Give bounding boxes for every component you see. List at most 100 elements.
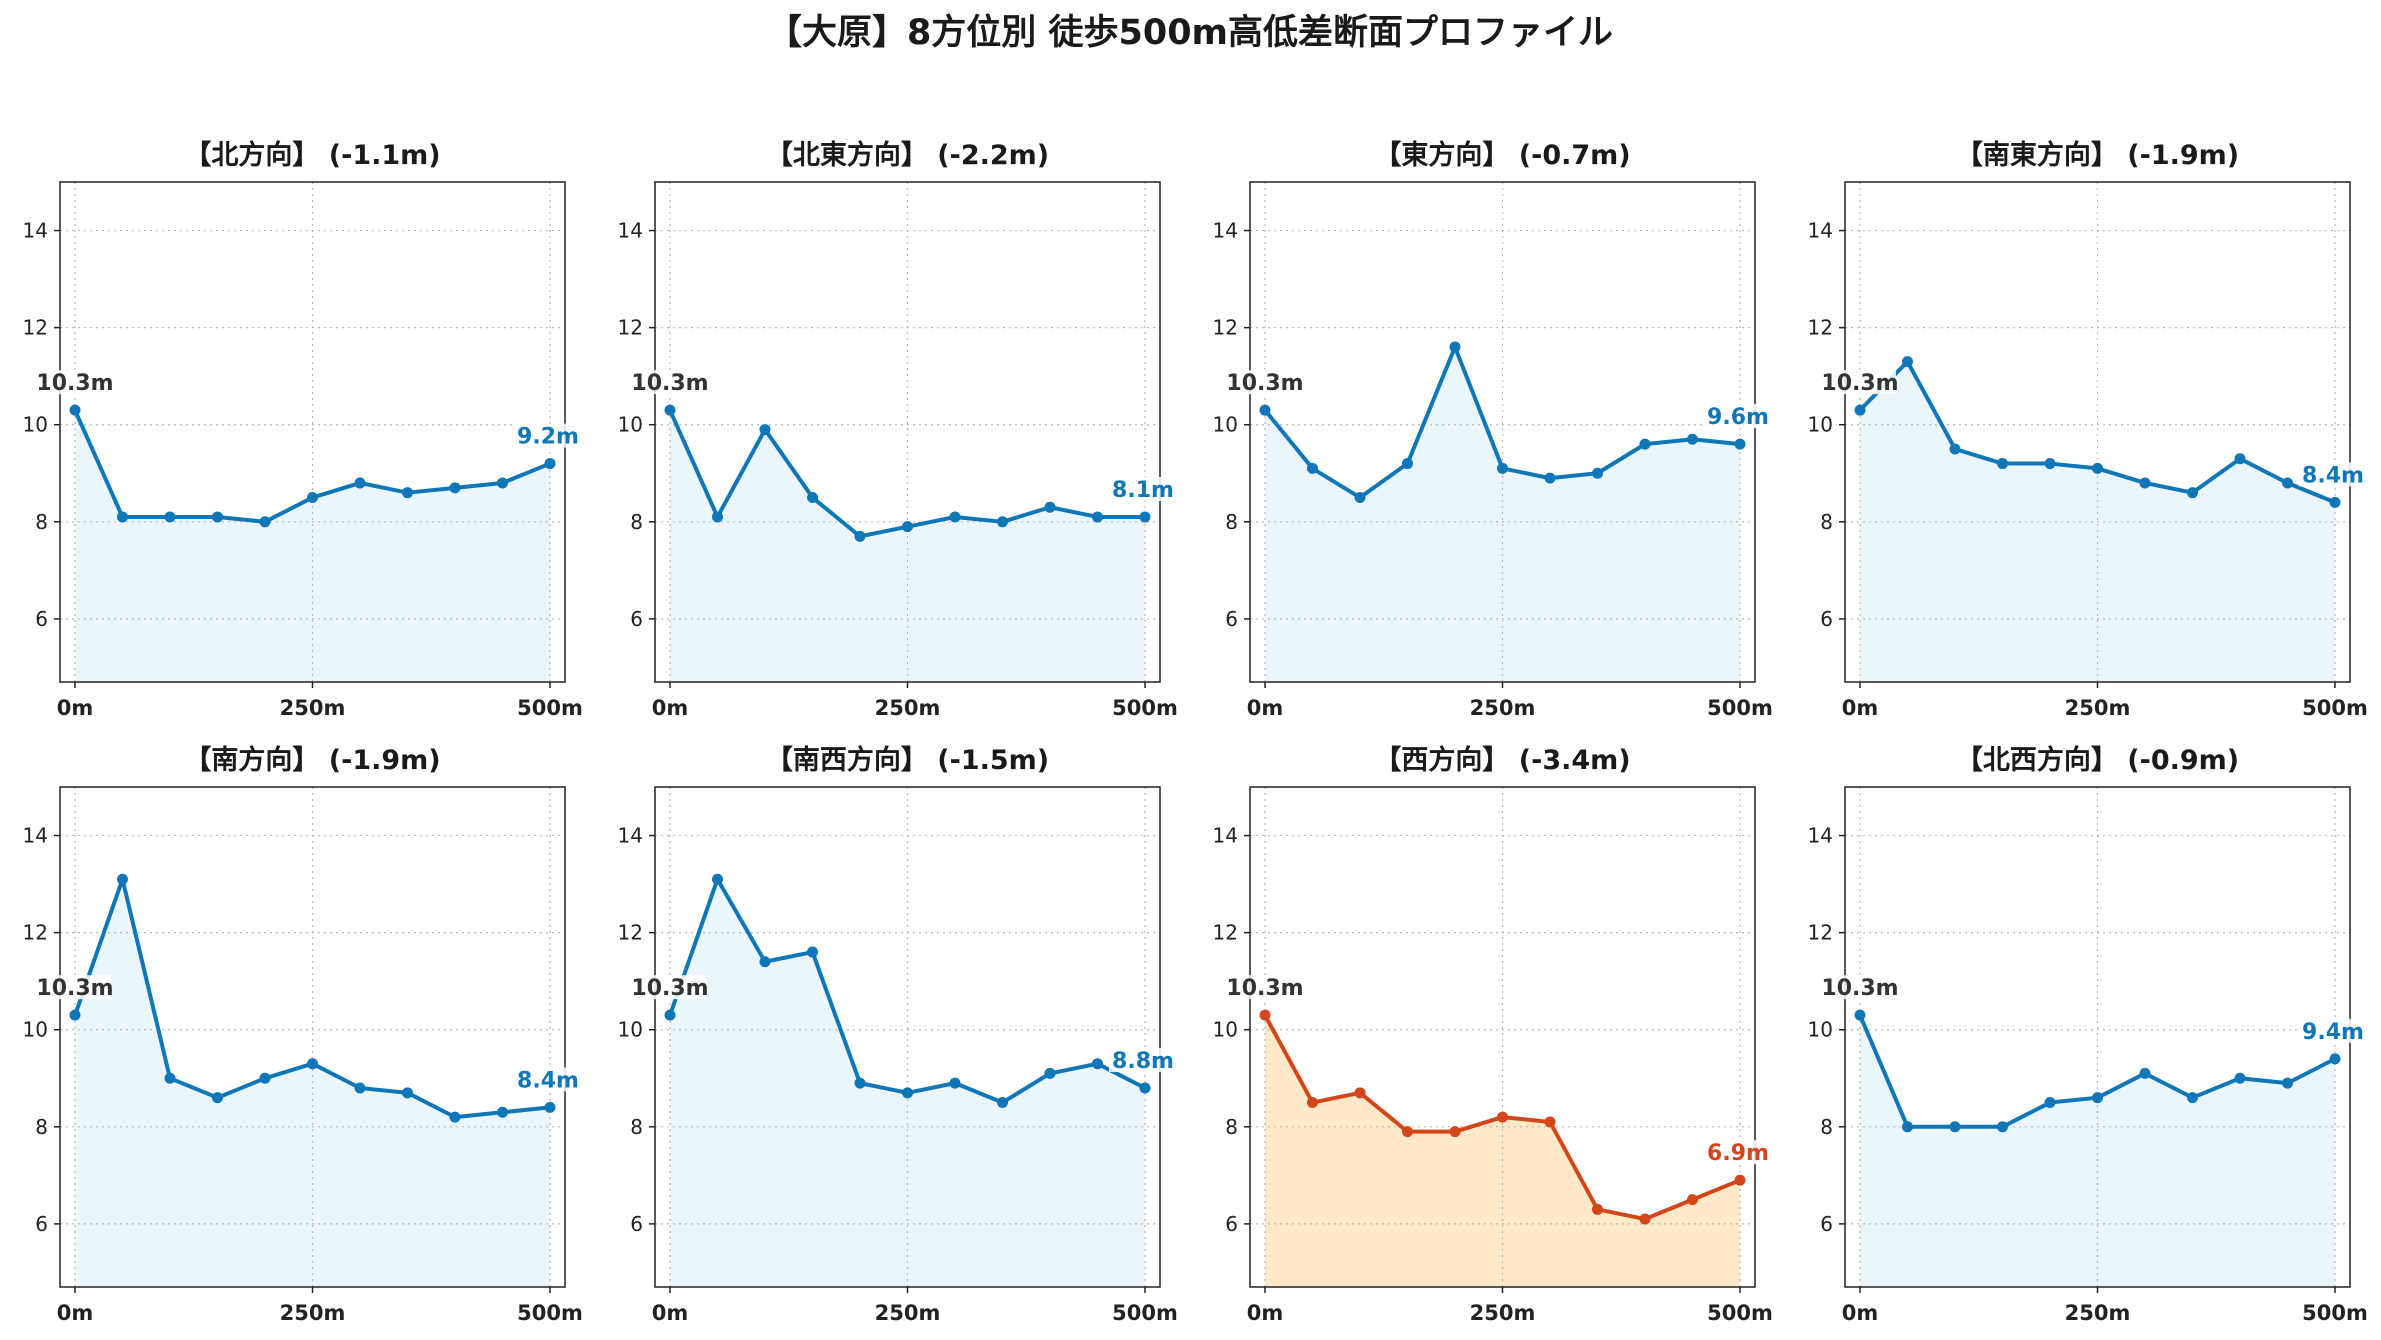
data-point [117,873,128,885]
data-point [2329,1053,2341,1065]
data-point [1997,458,2008,470]
start-label-bg [1229,370,1301,395]
y-tick-label: 8 [35,1115,48,1139]
area-fill [1265,1015,1740,1287]
data-point [497,477,508,489]
start-label: 10.3m [631,371,708,396]
x-tick-label: 0m [1842,696,1879,720]
data-point [1259,1009,1271,1021]
data-point [212,511,223,523]
y-tick-label: 12 [1213,921,1238,945]
x-tick-label: 0m [1842,1301,1879,1325]
data-point [307,1058,318,1070]
panels-group: 6 8 10 12 14 0m 250m 500m 【北方向】 (-1.1m) 10.3m 9.2m… [23,139,2368,1325]
data-point [1949,1121,1961,1133]
data-point [664,404,676,416]
data-point [1854,1009,1866,1021]
data-point [2092,1092,2103,1104]
data-point [354,477,366,489]
y-tick-label: 12 [618,316,643,340]
data-point [1639,1213,1651,1225]
panel-5: 6 8 10 12 14 0m 250m 500m 【南西方向】 (-1.5m) 10.3m 8.8… [618,744,1178,1325]
data-point [2282,477,2293,489]
data-point [402,487,413,499]
data-point [2139,1067,2151,1079]
x-tick-label: 250m [280,696,346,720]
data-point [1354,492,1366,504]
y-tick-label: 12 [1213,316,1238,340]
data-point [402,1087,413,1099]
area-fill [670,410,1145,682]
y-tick-label: 8 [630,1115,643,1139]
end-label-bg [1704,1140,1772,1165]
y-tick-label: 10 [618,1018,643,1042]
y-tick-label: 14 [1213,824,1238,848]
data-point [1687,1194,1698,1206]
y-tick-label: 8 [1820,1115,1833,1139]
x-tick-label: 0m [652,1301,689,1325]
y-tick-label: 14 [1808,824,1833,848]
end-label: 6.9m [1707,1141,1769,1166]
end-label-bg [514,423,582,448]
end-label: 8.1m [1112,478,1174,503]
y-tick-label: 10 [1213,413,1238,437]
x-tick-label: 500m [1112,696,1178,720]
data-point [949,511,961,523]
y-tick-label: 10 [23,1018,48,1042]
area-fill [670,879,1145,1287]
y-tick-label: 6 [1820,607,1833,631]
y-tick-label: 12 [1808,921,1833,945]
end-label-bg [1704,404,1772,429]
data-point [1044,1067,1056,1079]
y-tick-label: 12 [23,316,48,340]
data-point [854,530,866,542]
data-point [2329,496,2341,508]
y-tick-label: 14 [1213,219,1238,243]
start-label-bg [634,370,706,395]
y-tick-label: 8 [1820,510,1833,534]
data-point [1449,341,1461,353]
data-point [1854,404,1866,416]
y-tick-label: 10 [1213,1018,1238,1042]
y-tick-label: 14 [23,219,48,243]
panel-1: 6 8 10 12 14 0m 250m 500m 【北東方向】 (-2.2m) 10.3m 8.1… [618,139,1178,720]
start-label-bg [39,370,111,395]
data-point [497,1106,508,1118]
data-point [1307,1097,1318,1109]
data-point [854,1077,866,1089]
panel-6: 6 8 10 12 14 0m 250m 500m 【西方向】 (-3.4m) 10.3m 6.9m [1213,744,1773,1325]
x-tick-label: 0m [1247,1301,1284,1325]
start-label: 10.3m [631,976,708,1001]
data-point [759,956,771,968]
data-point [259,1072,271,1084]
data-point [1949,443,1961,455]
data-point [2234,1072,2246,1084]
x-tick-label: 250m [1470,1301,1536,1325]
end-label: 9.4m [2302,1020,2364,1045]
start-label: 10.3m [36,976,113,1001]
data-point [2282,1077,2293,1089]
data-point [2044,1097,2056,1109]
start-label: 10.3m [1821,976,1898,1001]
y-tick-label: 14 [618,824,643,848]
start-label-bg [1824,370,1896,395]
figure-title: 【大原】8方位別 徒歩500m高低差断面プロファイル [767,13,1613,53]
data-point [1544,1116,1556,1128]
data-point [1544,472,1556,484]
data-point [1902,356,1913,368]
x-tick-label: 500m [1707,1301,1773,1325]
x-tick-label: 250m [280,1301,346,1325]
data-point [2187,1092,2198,1104]
data-point [1497,462,1508,474]
y-tick-label: 6 [35,1212,48,1236]
data-point [1307,462,1318,474]
end-label-bg [2299,462,2367,487]
data-point [2139,477,2151,489]
data-point [997,516,1008,528]
data-point [1402,1126,1413,1138]
end-label-bg [1109,476,1177,501]
data-point [712,873,723,885]
y-tick-label: 12 [23,921,48,945]
data-point [1139,511,1151,523]
